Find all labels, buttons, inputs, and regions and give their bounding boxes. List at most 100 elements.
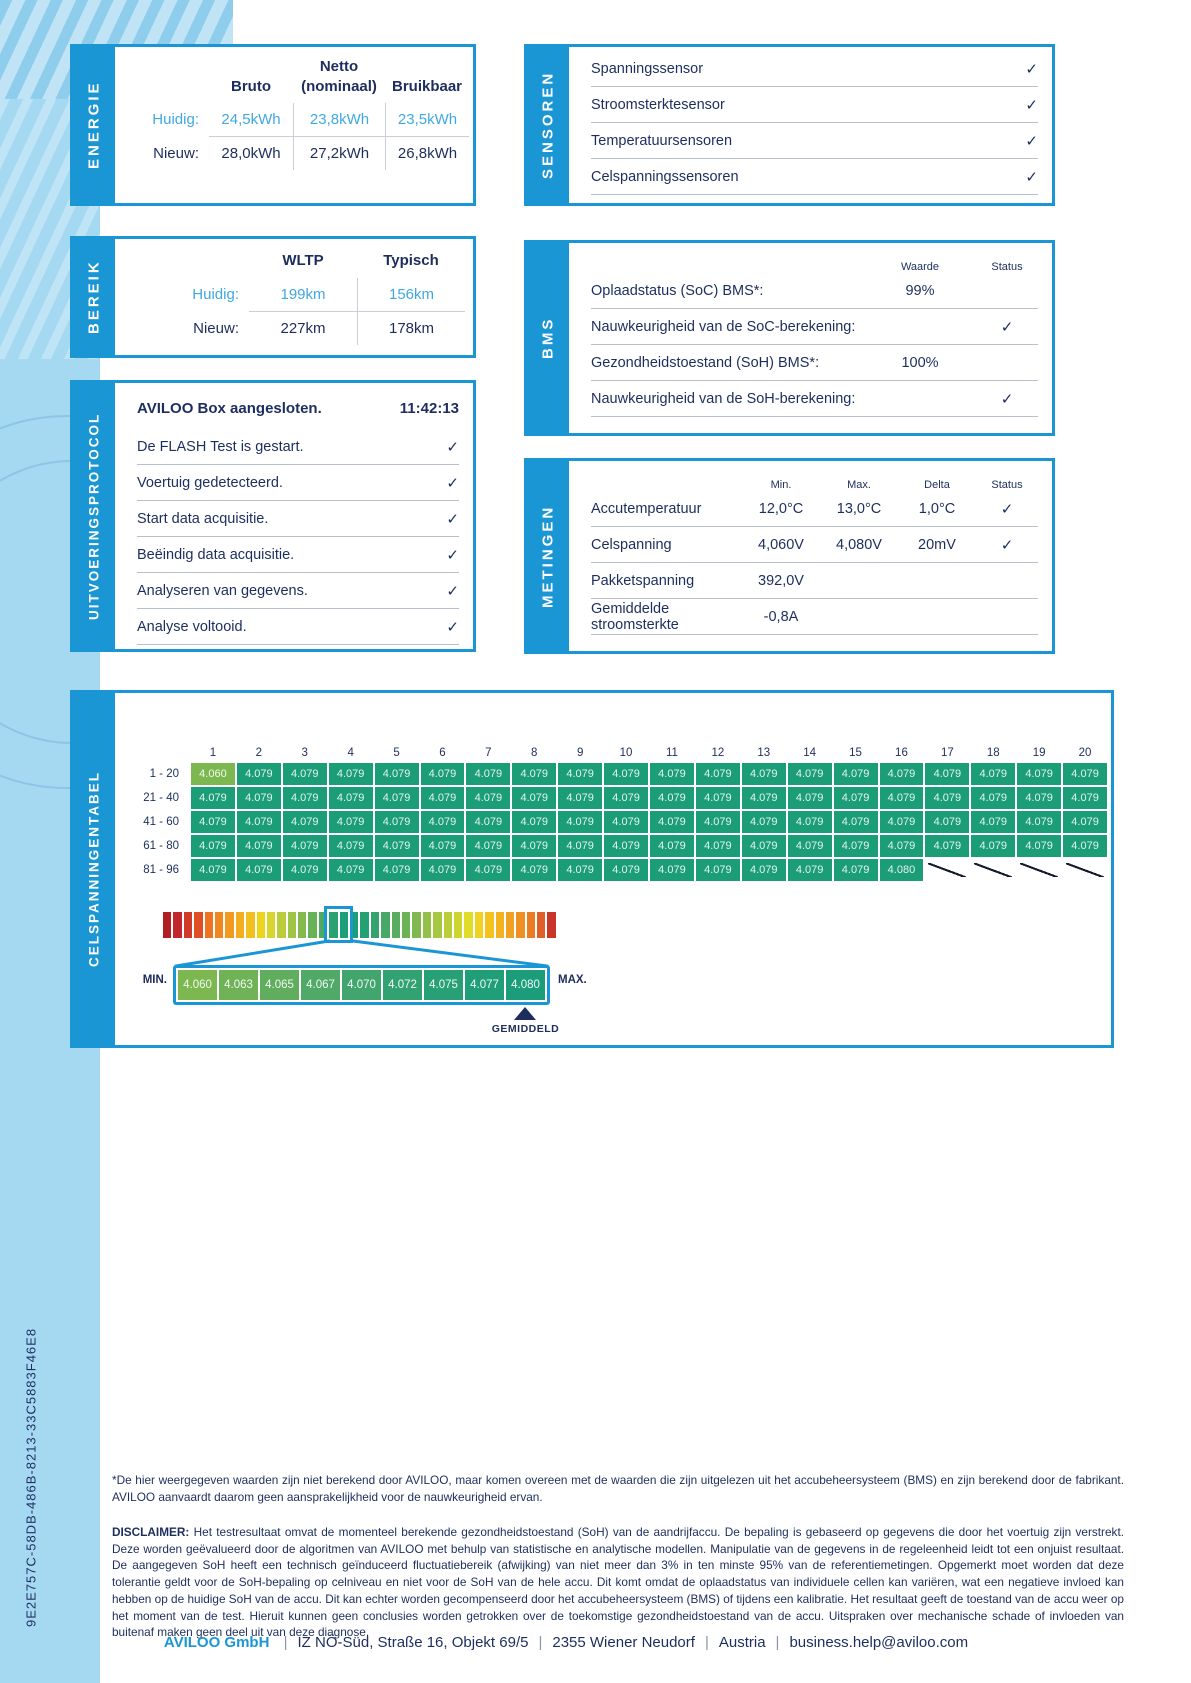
cell-voltage-value: 4.079 [1063, 787, 1107, 809]
cell-voltage-value: 4.079 [328, 787, 373, 809]
footnote-text: *De hier weergegeven waarden zijn niet b… [112, 1472, 1124, 1504]
bms-header-row: Waarde Status [591, 247, 1038, 273]
cell-voltage-value: 4.079 [833, 835, 878, 857]
cell-voltage-value: 4.079 [604, 859, 648, 881]
protocol-step-row: Start data acquisitie. ✓ [137, 501, 459, 537]
detail-voltage-value: 4.063 [219, 970, 258, 1000]
cell-voltage-value: 4.079 [741, 787, 786, 809]
cell-voltage-value: 4.079 [282, 787, 327, 809]
protocol-step-label: Analyse voltooid. [137, 618, 247, 635]
cell-voltage-value: 4.079 [512, 763, 557, 785]
footer-company: AVILOO GmbH [163, 1634, 270, 1651]
cell-col-header: 6 [439, 747, 446, 759]
cell-voltage-value: 4.079 [191, 859, 235, 881]
cell-voltage-value: 4.079 [925, 835, 970, 857]
bms-col-header: Waarde [900, 261, 940, 273]
gradient-square [495, 912, 504, 938]
cell-voltage-value: 4.079 [328, 811, 373, 833]
panel-bms-tab: BMS [527, 243, 569, 433]
cell-col-header: 18 [986, 747, 1000, 759]
footer-separator: | [283, 1634, 288, 1651]
cell-voltage-value: 4.079 [282, 835, 327, 857]
cell-voltage-value: 4.079 [558, 787, 603, 809]
cell-voltage-value: 4.079 [695, 811, 740, 833]
gradient-square [163, 912, 172, 938]
gradient-square [505, 912, 515, 938]
cell-voltage-value: 4.079 [328, 835, 373, 857]
bms-row-label: Gezondheidstoestand (SoH) BMS*: [591, 354, 820, 371]
footer: AVILOO GmbH | IZ NÖ-Süd, Straße 16, Objek… [112, 1634, 1020, 1651]
panel-sensoren-tab: SENSOREN [527, 47, 569, 203]
cell-voltage-value: 4.079 [971, 811, 1016, 833]
gradient-square [474, 912, 484, 938]
cell-voltage-value: 4.079 [420, 859, 465, 881]
cell-voltage-value: 4.079 [282, 859, 327, 881]
empty-cell-slash [925, 859, 970, 881]
protocol-step-label: Analyseren van gegevens. [137, 582, 308, 599]
cell-voltage-value: 4.079 [787, 811, 832, 833]
metingen-max-value: 13,0°C [836, 500, 882, 517]
cell-col-header: 11 [665, 747, 678, 759]
cell-voltage-value: 4.079 [466, 787, 511, 809]
column-header-spacer [121, 57, 209, 103]
cell-col-header: 9 [576, 747, 584, 759]
bms-value: 100% [901, 354, 939, 371]
gradient-square [183, 912, 193, 938]
value-cell: 24,5kWh [209, 103, 293, 137]
gradient-square [526, 912, 536, 938]
cell-voltage-value: 4.079 [879, 787, 924, 809]
cell-row-label: 1 - 20 [149, 768, 179, 780]
cell-voltage-value: 4.079 [650, 787, 694, 809]
metingen-delta-value: 20mV [918, 536, 956, 553]
metingen-row: Pakketspanning 392,0V [591, 563, 1038, 599]
gradient-square [235, 912, 245, 938]
footer-segment: Austria [718, 1634, 766, 1651]
bms-table: Waarde Status Oplaadstatus (SoC) BMS*: 99% N… [569, 243, 1052, 433]
bms-row-label: Nauwkeurigheid van de SoH-berekening: [591, 390, 856, 407]
gradient-square [308, 912, 317, 938]
check-icon: ✓ [1025, 95, 1038, 114]
cell-voltage-value: 4.079 [420, 811, 465, 833]
metingen-max-value: 4,080V [836, 536, 882, 553]
metingen-header-row: Min. Max. Delta Status [591, 465, 1038, 491]
cell-voltage-value: 4.079 [695, 859, 740, 881]
cell-voltage-value: 4.079 [236, 811, 281, 833]
panel-energie-tab: ENERGIE [73, 47, 115, 203]
check-icon: ✓ [446, 617, 459, 636]
report-id-vertical: 9E2E757C-58DB-486B-8213-33C5883F46E8 [23, 1327, 39, 1627]
metingen-row-label: Pakketspanning [591, 572, 695, 589]
status-check-icon: ✓ [1000, 317, 1014, 336]
metingen-row-label: Celspanning [591, 536, 672, 553]
metingen-table: Min. Max. Delta Status Accutemperatuur 12,0°C… [569, 461, 1052, 651]
bms-row-label: Oplaadstatus (SoC) BMS*: [591, 282, 764, 299]
value-cell: 23,8kWh [293, 103, 385, 137]
cell-voltage-value: 4.079 [925, 787, 970, 809]
cell-voltage-value: 4.079 [420, 763, 465, 785]
metingen-row: Celspanning 4,060V 4,080V 20mV ✓ [591, 527, 1038, 563]
gradient-square [370, 912, 380, 938]
protocol-step-label: Beëindig data acquisitie. [137, 546, 295, 563]
row-label: Nieuw: [193, 319, 239, 337]
metingen-col-header: Status [991, 479, 1023, 491]
cell-voltage-value: 4.079 [558, 763, 603, 785]
cell-voltage-value: 4.079 [971, 763, 1016, 785]
panel-metingen-tab: METINGEN [527, 461, 569, 651]
check-icon: ✓ [1025, 131, 1038, 150]
footer-segment: business.help@aviloo.com [789, 1634, 969, 1651]
average-pointer-icon [514, 1007, 536, 1020]
sensor-row: Stroomsterktesensor ✓ [591, 87, 1038, 123]
cell-col-header: 13 [757, 747, 771, 759]
cell-voltage-value: 4.079 [604, 763, 648, 785]
panel-celspanningentabel-tab: CELSPANNINGENTABEL [73, 693, 115, 1045]
metingen-col-header: Delta [924, 479, 950, 491]
check-icon: ✓ [446, 581, 459, 600]
cell-voltage-value: 4.079 [558, 859, 603, 881]
row-label: Huidig: [152, 111, 199, 128]
celltable-content: 1 2 3 4 5 6 7 8 9 10 11 12 13 14 15 16 17 18 19 20 1 - 20 4.0… [115, 693, 1111, 1045]
metingen-row: Accutemperatuur 12,0°C 13,0°C 1,0°C ✓ [591, 491, 1038, 527]
column-header-spacer [121, 251, 249, 278]
detail-voltage-value: 4.075 [424, 970, 463, 1000]
cell-voltage-value: 4.079 [833, 787, 878, 809]
row-label: Nieuw: [153, 145, 199, 162]
metingen-row: Gemiddelde stroomsterkte -0,8A [591, 599, 1038, 635]
